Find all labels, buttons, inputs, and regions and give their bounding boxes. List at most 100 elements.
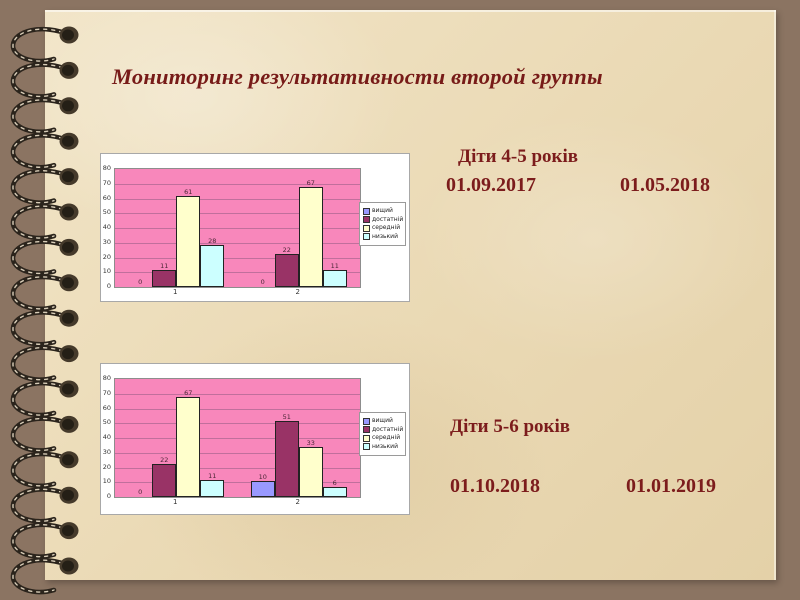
bar-slot: 11: [322, 169, 347, 287]
bar-value-label: 11: [160, 261, 169, 270]
legend-item: вищий: [363, 417, 403, 425]
spiral-ring-icon: [10, 380, 79, 418]
x-category-label: 1: [173, 288, 178, 296]
bar-slot: 11: [200, 379, 225, 497]
bar-slot: 0: [128, 169, 152, 287]
spiral-ring-icon: [10, 26, 79, 64]
y-tick-label: 80: [102, 374, 111, 382]
legend-label: вищий: [372, 417, 393, 424]
legend-item: низький: [363, 233, 403, 240]
x-category-label: 2: [295, 288, 300, 296]
spiral-ring-icon: [10, 203, 79, 241]
gridline: [115, 272, 360, 274]
y-tick-label: 10: [102, 267, 111, 276]
gridline: [115, 198, 360, 200]
x-category-label: 2: [295, 498, 300, 506]
bar-value-label: 67: [306, 179, 315, 188]
chart-legend: вищий достатній середній низький: [359, 412, 406, 456]
bar-slot: 22: [152, 379, 177, 497]
bar-slot: 61: [176, 169, 201, 287]
bar-group: 0 22 67 11: [238, 169, 361, 287]
bar: [322, 487, 347, 497]
gridline: [115, 408, 360, 410]
y-tick-label: 10: [102, 477, 111, 486]
bar-value-label: 61: [184, 188, 193, 197]
bar-slot: 67: [176, 379, 201, 497]
spiral-binding-icon: [10, 26, 79, 595]
bar-slot: 11: [152, 169, 177, 287]
date-start: 01.09.2017: [446, 174, 536, 196]
spiral-ring-icon: [10, 97, 79, 135]
chart-legend: вищий достатній середній низький: [359, 202, 406, 246]
gridline: [115, 452, 360, 454]
bar-value-label: 10: [258, 473, 267, 482]
caption-children-4-5: Діти 4-5 років 01.09.2017 01.05.2018: [446, 146, 731, 197]
x-category-label: 1: [173, 498, 178, 506]
bar-value-label: 51: [282, 412, 291, 421]
bar-slot: 10: [250, 379, 275, 497]
y-tick-label: 60: [102, 403, 111, 412]
y-tick-label: 60: [102, 193, 111, 202]
legend-item: середній: [363, 224, 403, 232]
y-axis: 0 10 20 30 40 50 60 70 80: [101, 165, 112, 290]
bar: [200, 479, 225, 497]
bar: [298, 447, 323, 497]
y-tick-label: 20: [102, 252, 111, 261]
date-end: 01.05.2018: [620, 174, 710, 196]
legend-item: достатній: [363, 216, 403, 223]
y-tick-label: 50: [102, 418, 111, 427]
bar: [176, 397, 201, 497]
y-axis: 0 10 20 30 40 50 60 70 80: [101, 374, 112, 500]
legend-swatch: [363, 434, 370, 442]
spiral-ring-icon: [10, 415, 79, 453]
legend-label: середній: [372, 224, 401, 231]
spiral-ring-icon: [10, 61, 79, 99]
spiral-ring-icon: [10, 168, 79, 205]
legend-item: достатній: [363, 426, 403, 433]
gridline: [115, 482, 360, 484]
caption-heading: Діти 5-6 років: [450, 416, 571, 437]
bar: [274, 420, 299, 497]
spiral-ring-icon: [10, 451, 79, 489]
legend-label: низький: [372, 232, 398, 240]
legend-swatch: [363, 233, 370, 240]
bar: [152, 463, 177, 497]
y-tick-label: 70: [102, 178, 111, 187]
bar: [152, 269, 177, 287]
spiral-ring-icon: [10, 486, 79, 524]
spiral-ring-icon: [10, 309, 79, 347]
gridline: [115, 228, 360, 229]
legend-swatch: [363, 224, 370, 232]
bar-value-label: 0: [260, 278, 265, 286]
y-tick-label: 30: [102, 447, 111, 456]
y-tick-label: 20: [102, 462, 111, 471]
bar-slot: 67: [298, 169, 323, 287]
legend-swatch: [363, 417, 370, 425]
bar-slot: 0: [128, 379, 152, 497]
y-tick-label: 30: [102, 237, 111, 246]
legend-label: вищий: [372, 207, 393, 214]
legend-swatch: [363, 216, 370, 223]
bar-slot: 33: [298, 379, 323, 497]
bar: [322, 269, 347, 287]
bar-slot: 0: [251, 169, 275, 287]
bar-slot: 51: [274, 379, 299, 497]
bar-value-label: 0: [138, 278, 143, 286]
spiral-ring-icon: [10, 274, 79, 312]
legend-swatch: [363, 426, 370, 433]
bar: [274, 253, 299, 287]
bar-slot: 22: [274, 169, 299, 287]
gridline: [115, 183, 360, 185]
bar-slot: 28: [200, 169, 225, 287]
bar-group: 0 11 61 28: [115, 169, 238, 287]
gridline: [115, 393, 360, 395]
bar-value-label: 22: [282, 245, 291, 254]
caption-heading: Діти 4-5 років: [458, 146, 579, 167]
gridline: [115, 438, 360, 439]
bar-group: 10 51 33 6: [238, 379, 361, 497]
date-start: 01.10.2018: [450, 475, 540, 497]
y-tick-label: 0: [106, 492, 111, 500]
